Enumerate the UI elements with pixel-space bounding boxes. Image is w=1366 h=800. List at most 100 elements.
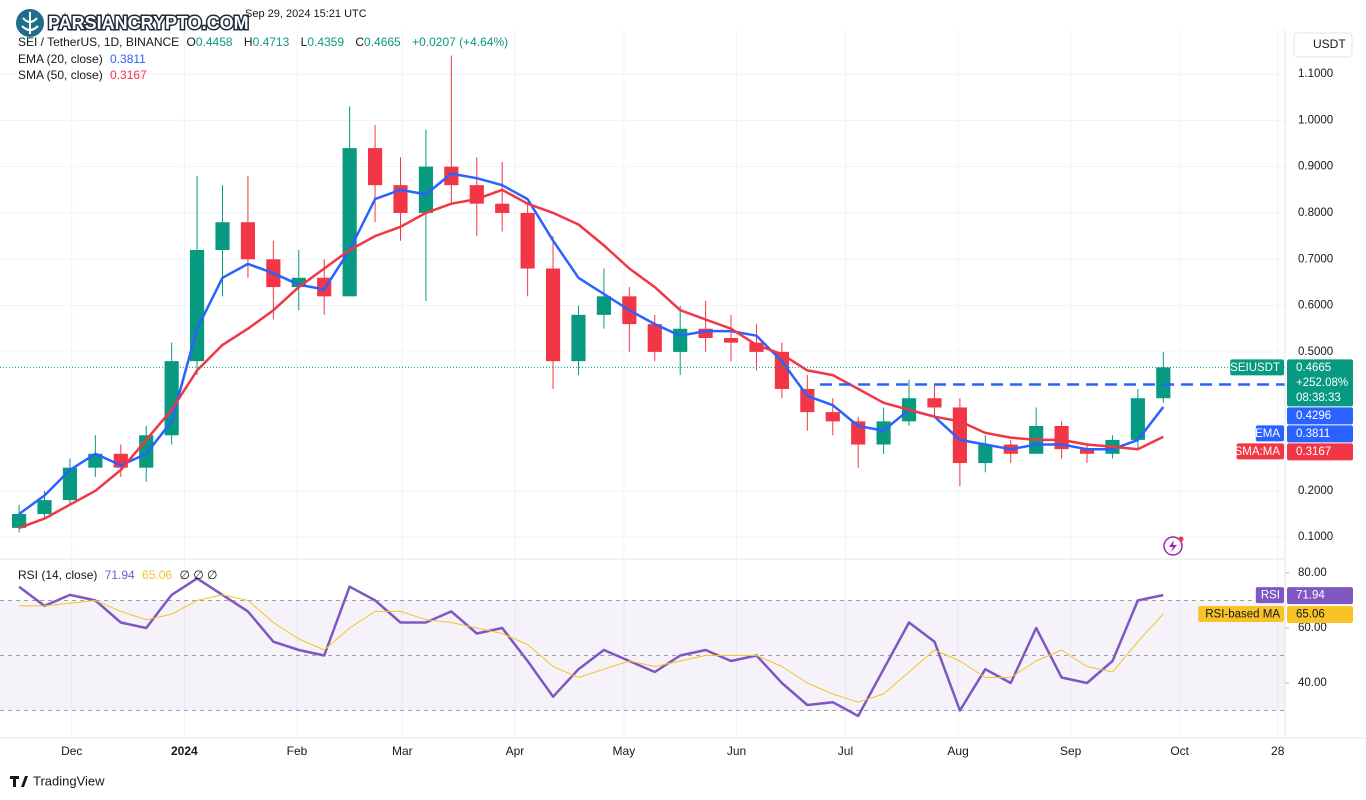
candle-body [774, 351, 789, 389]
candle-body [571, 314, 586, 362]
x-tick-label: Oct [1170, 744, 1189, 758]
price-tag-text: 0.4665 [1296, 362, 1331, 374]
series-line [18, 172, 1165, 516]
candle-body [1156, 367, 1171, 399]
y-tick-label: 80.00 [1298, 567, 1327, 579]
legend-value: 0.3167 [110, 68, 147, 82]
x-tick-label: Sep [1060, 744, 1082, 758]
y-tick-label: 0.5000 [1298, 346, 1333, 358]
plot [0, 55, 1285, 718]
ohlc-value: 0.4665 [364, 35, 401, 49]
candle-body [444, 166, 459, 186]
name-tag [1236, 443, 1284, 460]
legend-value: 0.3811 [110, 52, 146, 66]
legend-name: SMA (50, close) [18, 68, 103, 82]
price-tag-text: 65.06 [1296, 609, 1325, 621]
legend-value: 71.94 [104, 568, 135, 582]
name-tag-text: RSI-based MA [1205, 609, 1280, 621]
footer-brand: TradingView [33, 773, 105, 788]
x-tick-label: May [613, 744, 636, 758]
candle-body [698, 328, 713, 338]
y-tick-label: 0.6000 [1298, 300, 1333, 312]
legend-rsi: RSI (14, close) 71.94 65.06 ∅ ∅ ∅ [18, 568, 221, 582]
y-tick-label: 0.7000 [1298, 253, 1333, 265]
legend-sma: SMA (50, close) 0.3167 [18, 68, 151, 82]
candle-body [596, 296, 611, 315]
x-tick-label: Mar [392, 744, 413, 758]
ohlc-o: O0.4458 [187, 35, 237, 49]
x-tick-label: Feb [287, 744, 308, 758]
ohlc-key: L [300, 35, 308, 49]
price-tag-text: 0.4296 [1296, 410, 1331, 422]
candle-body [647, 324, 662, 352]
price-tag [1287, 407, 1353, 425]
candle-body [367, 148, 383, 186]
name-tag [1255, 587, 1284, 604]
x-tick-label: 28 [1271, 744, 1285, 758]
candle-body [978, 444, 993, 464]
ohlc-c: C0.4665 [355, 35, 404, 49]
name-tag [1198, 606, 1284, 623]
name-tag [1230, 359, 1284, 376]
y-tick-label: 1.1000 [1298, 68, 1333, 80]
x-tick-label: Aug [947, 744, 968, 758]
legend-extra: ∅ ∅ ∅ [179, 568, 218, 582]
currency-label: USDT [1313, 37, 1346, 51]
legend-name: EMA (20, close) [18, 52, 103, 66]
price-tag [1287, 425, 1353, 443]
ohlc-h: H0.4713 [244, 35, 293, 49]
currency-button[interactable] [1293, 32, 1353, 58]
candle-body [749, 342, 764, 352]
watermark [14, 7, 46, 39]
price-tag-text: 71.94 [1296, 590, 1325, 602]
x-tick-label: 2024 [171, 744, 198, 758]
candle-body [37, 500, 52, 514]
name-tag-text: RSI [1261, 590, 1280, 602]
symbol: SEI / TetherUS, 1D, BINANCE [18, 35, 180, 49]
symbol-row: SEI / TetherUS, 1D, BINANCE O0.4458 H0.4… [18, 35, 512, 49]
candle-body [1130, 398, 1145, 440]
series-line [19, 594, 1164, 703]
candle-body [520, 212, 535, 269]
price-tag [1287, 443, 1353, 461]
legend-value: 65.06 [142, 568, 173, 582]
candle-body [825, 412, 840, 422]
name-tag-text: EMA [1255, 428, 1280, 440]
price-tag [1287, 359, 1353, 407]
price-tag [1287, 606, 1353, 624]
ohlc-value: 0.4713 [252, 35, 290, 49]
candle-body [189, 250, 205, 362]
candle-body [62, 467, 78, 501]
name-tag-text: SEIUSDT [1230, 362, 1280, 374]
candle-body [545, 268, 561, 362]
ohlc-value: 0.4458 [195, 35, 233, 49]
alert-icon[interactable] [1163, 536, 1184, 556]
watermark-text: PARSIANCRYPTO.COM [48, 13, 249, 33]
price-tag-text: 0.3167 [1296, 446, 1331, 458]
price-tag-text: +252.08% [1296, 377, 1348, 389]
candle-body [927, 398, 942, 408]
x-tick-label: Apr [506, 744, 525, 758]
name-tag [1255, 425, 1284, 442]
ohlc-value: 0.4359 [307, 35, 345, 49]
candle-body [418, 166, 434, 213]
x-tick-label: Jun [727, 744, 746, 758]
candle-body [876, 421, 891, 445]
price-tag [1287, 587, 1353, 605]
ohlc-key: O [186, 35, 196, 49]
candle-body [800, 388, 815, 413]
y-tick-label: 0.2000 [1298, 485, 1333, 497]
ohlc-change: +0.0207 (+4.64%) [412, 35, 509, 49]
legend-name: RSI (14, close) [18, 568, 98, 582]
price-tag-text: 0.3811 [1296, 428, 1330, 440]
name-tag-text: SMA:MA [1235, 446, 1281, 458]
ohlc-key: H [243, 35, 253, 49]
tradingview-logo [10, 776, 28, 787]
candle-body [240, 222, 256, 260]
ohlc-key: C [355, 35, 365, 49]
ohlc-l: L0.4359 [301, 35, 348, 49]
timestamp: Sep 29, 2024 15:21 UTC [245, 8, 367, 20]
candle-body [291, 277, 306, 288]
